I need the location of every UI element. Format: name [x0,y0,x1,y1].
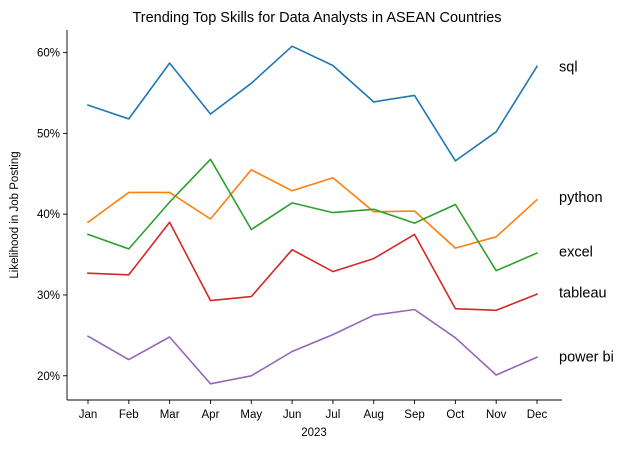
series-layer [86,45,539,385]
series-line-power-bi [86,308,539,385]
line-label-sql: sql [559,59,578,75]
y-tick-label: 30% [37,290,60,302]
series-line-python [86,169,539,249]
x-tick-label: Jun [283,409,302,421]
y-ticks: 20% 30% 40% 50% 60% [37,48,67,383]
line-labels: sql python excel tableau power bi [559,59,614,365]
x-tick-label: Jan [79,409,98,421]
x-tick-label: Aug [363,409,383,421]
series-line-tableau [87,221,539,312]
line-label-tableau: tableau [559,286,607,302]
x-tick-label: Oct [446,409,465,421]
y-tick-label: 50% [37,128,60,140]
x-tick-label: Apr [202,409,220,421]
x-tick-label: Jul [326,409,341,421]
y-tick-label: 40% [37,209,60,221]
chart-title: Trending Top Skills for Data Analysts in… [132,10,501,26]
x-tick-label: Sep [404,409,424,421]
series-line-sql [86,45,539,162]
x-tick-label: May [240,409,262,421]
line-label-excel: excel [559,244,593,260]
y-axis-label: Likelihood in Job Posting [9,151,21,278]
y-tick-label: 20% [37,371,60,383]
x-ticks: Jan Feb Mar Apr May Jun Jul Aug Sep Oct Nov Dec [79,400,548,421]
line-label-python: python [559,190,603,206]
y-tick-label: 60% [37,48,60,60]
axes-layer [66,30,562,401]
line-label-power-bi: power bi [559,349,614,365]
x-axis-label: 2023 [301,427,327,439]
x-tick-label: Dec [527,409,548,421]
x-tick-label: Nov [486,409,507,421]
x-tick-label: Mar [160,409,180,421]
series-line-excel [86,158,539,272]
x-tick-label: Feb [119,409,139,421]
